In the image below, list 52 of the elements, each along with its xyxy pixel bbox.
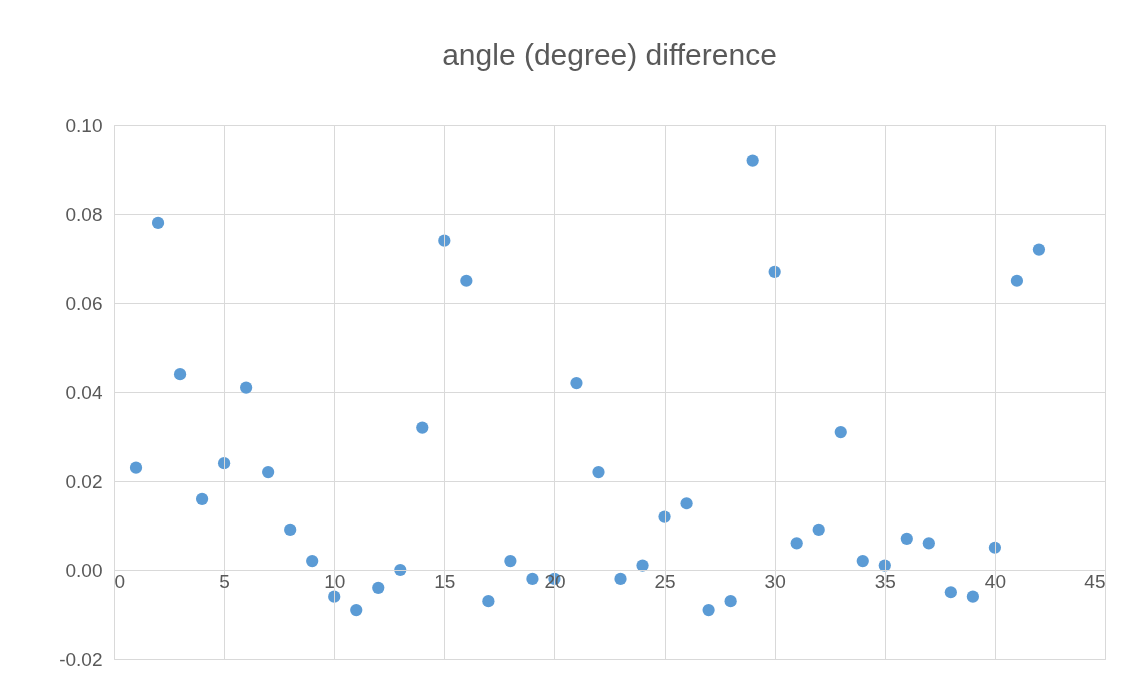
point (526, 572, 539, 586)
x-tick-label: 5 (219, 570, 230, 592)
point (306, 554, 319, 568)
point (416, 421, 429, 434)
point (988, 541, 1002, 554)
y-tick-label: 0.08 (65, 203, 103, 225)
point (724, 595, 737, 608)
x-tick-label: 40 (984, 570, 1006, 592)
point (944, 586, 957, 599)
point (460, 274, 473, 287)
point (636, 559, 649, 572)
point (482, 595, 495, 608)
point (922, 537, 935, 550)
point (173, 368, 187, 381)
point (680, 497, 693, 510)
y-tick-label: 0.10 (65, 114, 103, 136)
point (504, 554, 517, 568)
point (790, 537, 803, 550)
point (262, 465, 275, 479)
x-tick-label: 35 (874, 570, 896, 592)
y-tick-label: -0.02 (59, 648, 103, 670)
x-tick-label: 10 (324, 570, 346, 592)
x-tick-label: 25 (654, 570, 676, 592)
point (372, 581, 385, 594)
point (151, 216, 165, 230)
point (856, 554, 869, 568)
point (1032, 243, 1046, 256)
point (900, 532, 913, 545)
y-tick-label: 0.00 (65, 559, 103, 581)
point (812, 523, 825, 537)
point (195, 492, 209, 505)
y-tick-label: 0.04 (65, 381, 103, 403)
point (240, 381, 253, 394)
point (746, 154, 759, 167)
x-tick-label: 45 (1084, 570, 1106, 592)
point (284, 523, 297, 537)
point (350, 603, 363, 617)
point (592, 465, 605, 479)
point (702, 603, 715, 617)
x-tick-label: 30 (764, 570, 786, 592)
x-tick-label: 15 (434, 570, 456, 592)
point (834, 425, 847, 439)
y-tick-label: 0.06 (65, 292, 103, 314)
chart-title: angle (degree) difference (442, 38, 777, 71)
x-tick-label: 0 (114, 570, 126, 592)
y-tick-label: 0.02 (65, 470, 103, 492)
point (1010, 274, 1024, 287)
point (570, 376, 583, 390)
point (129, 461, 143, 474)
point (966, 590, 979, 603)
x-tick-label: 20 (544, 570, 566, 592)
point (614, 572, 627, 586)
